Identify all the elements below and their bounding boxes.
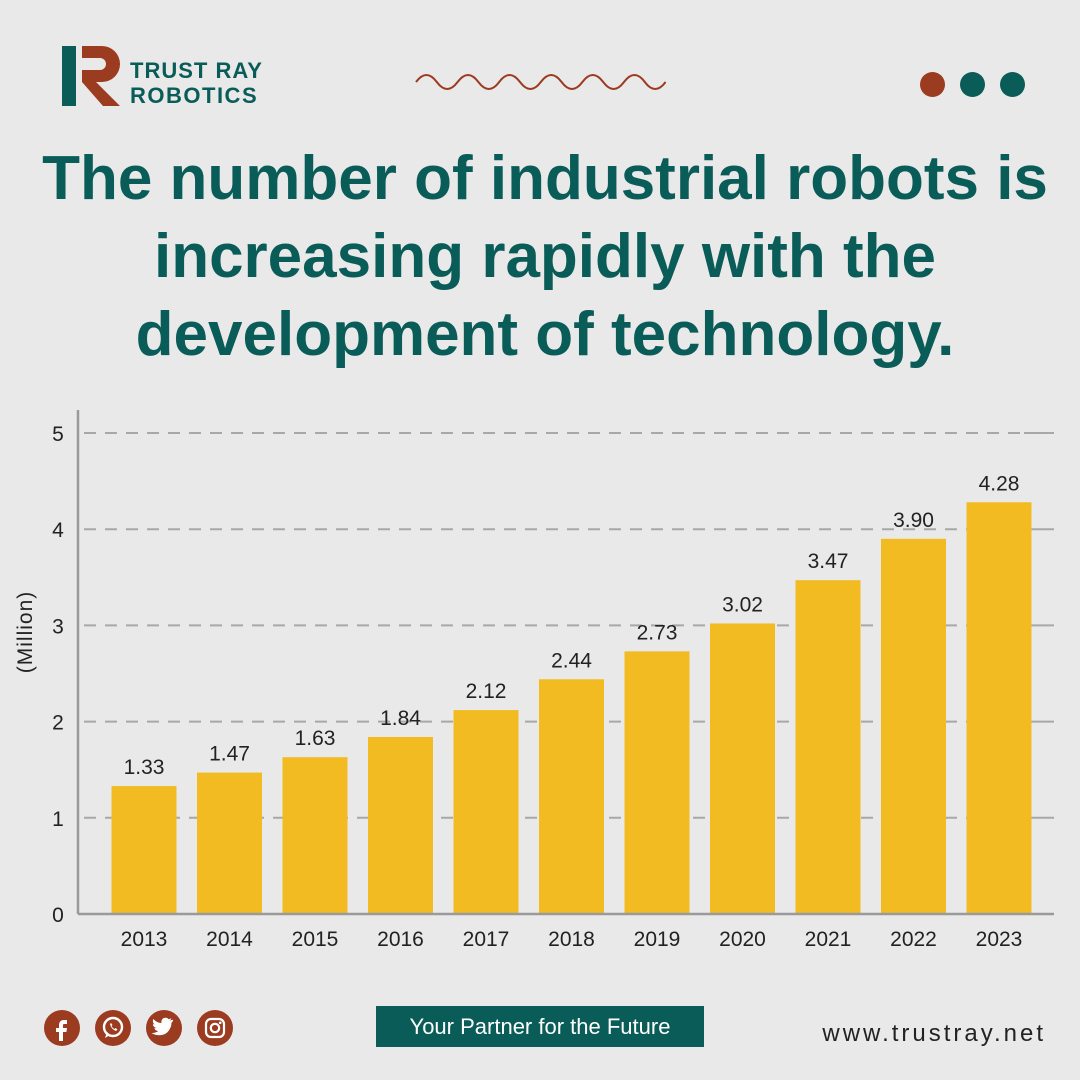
bar-chart: 0 1 2 3 4 5 1.33 2013 1.47 2014 1.63 2015 1.84 2016 2.… (52, 410, 1054, 951)
data-label: 3.47 (808, 550, 849, 573)
x-tick-label: 2023 (976, 928, 1023, 951)
dot-rust (920, 72, 945, 97)
y-tick-label: 3 (52, 615, 64, 638)
bar (453, 710, 519, 914)
bar (539, 679, 604, 914)
data-label: 3.90 (893, 509, 934, 532)
x-tick-label: 2016 (377, 928, 424, 951)
y-tick-label: 1 (52, 808, 64, 831)
y-tick-label: 4 (52, 519, 64, 542)
instagram-icon[interactable] (197, 1010, 233, 1046)
bar (624, 651, 690, 914)
data-label: 1.84 (380, 707, 421, 730)
brand-name-line1: TRUST RAY (130, 58, 263, 83)
whatsapp-icon[interactable] (95, 1010, 131, 1046)
bar (966, 502, 1032, 914)
decorative-dots (920, 72, 1025, 98)
x-tick-label: 2014 (206, 928, 253, 951)
data-label: 1.33 (124, 756, 165, 779)
data-label: 1.63 (295, 727, 336, 750)
y-axis-label: (Million) (14, 590, 37, 674)
wave-decoration (415, 74, 666, 90)
x-tick-label: 2021 (805, 928, 852, 951)
bar (795, 580, 861, 914)
data-label: 1.47 (209, 743, 250, 766)
x-tick-label: 2015 (292, 928, 339, 951)
brand-name-line2: ROBOTICS (130, 83, 259, 108)
x-tick-label: 2020 (719, 928, 766, 951)
bar (111, 786, 177, 914)
y-tick-label: 2 (52, 712, 64, 735)
brand-logo: TRUST RAY ROBOTICS (60, 42, 300, 110)
x-tick-label: 2019 (634, 928, 681, 951)
x-tick-label: 2017 (463, 928, 510, 951)
y-tick-label: 0 (52, 904, 64, 927)
bar (197, 772, 262, 914)
bar (282, 757, 348, 914)
dot-teal-1 (960, 72, 985, 97)
data-label: 3.02 (722, 593, 763, 616)
x-tick-label: 2013 (121, 928, 168, 951)
data-label: 2.12 (466, 680, 507, 703)
facebook-icon[interactable] (44, 1010, 80, 1046)
twitter-icon[interactable] (146, 1010, 182, 1046)
x-tick-label: 2022 (890, 928, 937, 951)
bar (368, 736, 433, 914)
logo-r-mark (62, 46, 120, 106)
website-url[interactable]: www.trustray.net (822, 1020, 1046, 1047)
social-links (44, 1010, 233, 1046)
data-label: 4.28 (979, 472, 1020, 495)
bar (710, 623, 775, 914)
dot-teal-2 (1000, 72, 1025, 97)
bar (881, 538, 946, 914)
y-tick-label: 5 (52, 423, 64, 446)
data-label: 2.73 (637, 621, 678, 644)
data-label: 2.44 (551, 649, 592, 672)
tagline-badge: Your Partner for the Future (376, 1006, 704, 1047)
page-title: The number of industrial robots is incre… (42, 144, 1048, 369)
x-tick-label: 2018 (548, 928, 595, 951)
